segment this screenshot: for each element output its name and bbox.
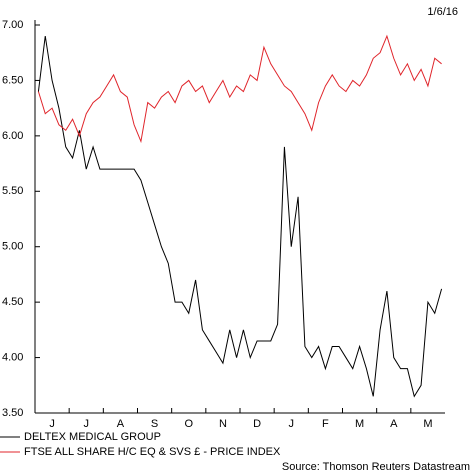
legend-label: DELTEX MEDICAL GROUP bbox=[24, 431, 161, 443]
x-tick-label: J bbox=[84, 418, 90, 430]
date-label: 1/6/16 bbox=[427, 6, 458, 18]
x-tick-label: D bbox=[253, 418, 261, 430]
source: Source: Thomson Reuters Datastream bbox=[282, 461, 470, 473]
x-tick-label: J bbox=[289, 418, 295, 430]
x-tick-label: M bbox=[355, 418, 364, 430]
y-tick-label: 6.50 bbox=[2, 74, 23, 86]
y-tick-label: 6.00 bbox=[2, 130, 23, 142]
x-tick-label: A bbox=[117, 418, 125, 430]
x-tick-label: A bbox=[390, 418, 398, 430]
legend-label: FTSE ALL SHARE H/C EQ & SVS £ - PRICE IN… bbox=[24, 446, 281, 458]
x-tick-label: O bbox=[184, 418, 193, 430]
y-tick-label: 3.50 bbox=[2, 407, 23, 419]
x-tick-label: F bbox=[322, 418, 329, 430]
x-tick-label: M bbox=[423, 418, 432, 430]
series-line bbox=[37, 36, 443, 398]
y-tick-label: 7.00 bbox=[2, 19, 23, 31]
y-tick-label: 5.50 bbox=[2, 185, 23, 197]
x-tick-label: J bbox=[49, 418, 55, 430]
y-tick-label: 4.50 bbox=[2, 296, 23, 308]
x-tick-label: S bbox=[151, 418, 158, 430]
y-tick-label: 4.00 bbox=[2, 351, 23, 363]
y-tick-label: 5.00 bbox=[2, 241, 23, 253]
series-line bbox=[37, 34, 442, 144]
x-tick-label: N bbox=[219, 418, 227, 430]
